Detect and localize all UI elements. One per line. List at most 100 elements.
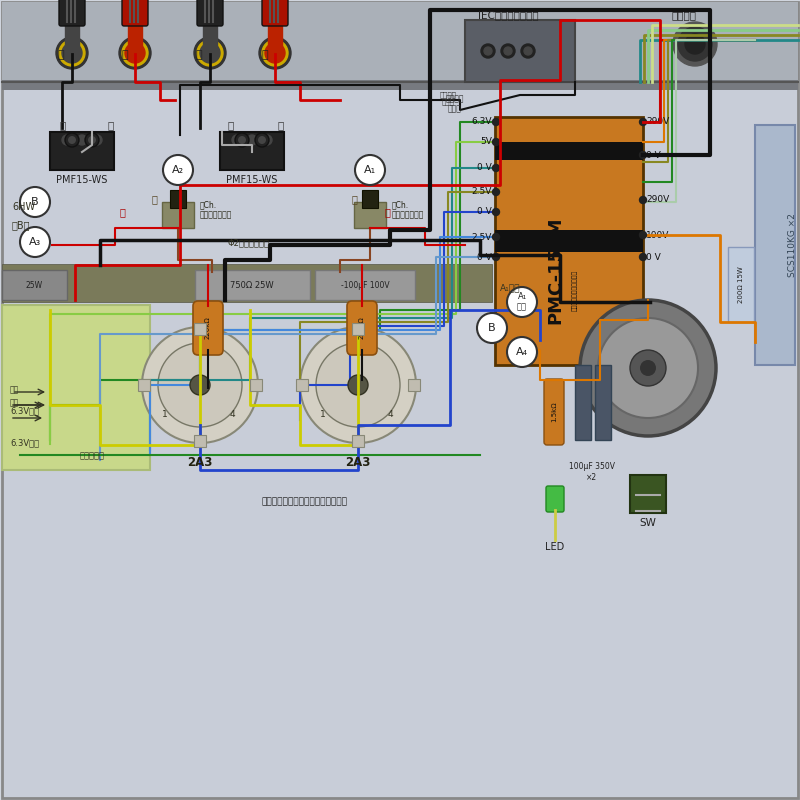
Circle shape: [255, 133, 269, 147]
FancyBboxPatch shape: [546, 486, 564, 512]
Circle shape: [62, 135, 72, 145]
Text: 25W: 25W: [26, 281, 42, 290]
Circle shape: [639, 254, 646, 261]
FancyBboxPatch shape: [193, 301, 223, 355]
Text: （これらの配線はペアごとに撚る）: （これらの配線はペアごとに撚る）: [262, 498, 348, 506]
Text: 100μF 350V
×2: 100μF 350V ×2: [569, 462, 615, 482]
Bar: [408, 379, 420, 391]
Circle shape: [673, 22, 717, 66]
Circle shape: [122, 40, 148, 66]
Circle shape: [493, 234, 499, 241]
Circle shape: [640, 360, 656, 376]
Bar: [495, 142, 643, 160]
Text: 0 V: 0 V: [478, 253, 492, 262]
Bar: [65, 16, 79, 54]
Circle shape: [639, 231, 646, 238]
Text: 0 V: 0 V: [478, 163, 492, 173]
Bar: [296, 379, 308, 391]
Bar: [728, 247, 754, 322]
Bar: [2, 2, 798, 82]
Text: A₂: A₂: [172, 165, 184, 175]
Text: 灰: 灰: [108, 120, 114, 130]
Text: 黒: 黒: [57, 50, 64, 60]
Circle shape: [59, 40, 85, 66]
Text: 茶: 茶: [352, 194, 358, 204]
Text: 赤: 赤: [122, 50, 129, 60]
Circle shape: [481, 44, 495, 58]
Bar: [315, 270, 415, 300]
Text: 赤: 赤: [261, 50, 268, 60]
Text: から: から: [10, 398, 19, 407]
Circle shape: [493, 118, 499, 126]
Circle shape: [232, 135, 242, 145]
Bar: [362, 190, 378, 208]
Text: 6HW: 6HW: [12, 202, 35, 212]
Bar: [352, 435, 364, 447]
Circle shape: [190, 375, 210, 395]
Circle shape: [639, 151, 646, 158]
Circle shape: [125, 43, 145, 63]
Text: 2A3: 2A3: [346, 457, 370, 470]
Circle shape: [639, 197, 646, 203]
Bar: [138, 379, 150, 391]
Circle shape: [501, 44, 515, 58]
Text: A₄: A₄: [516, 347, 528, 357]
Circle shape: [493, 138, 499, 146]
Circle shape: [355, 155, 385, 185]
Circle shape: [493, 254, 499, 261]
Circle shape: [247, 135, 257, 145]
Circle shape: [20, 187, 50, 217]
Circle shape: [484, 47, 492, 55]
Text: 6.3V電源: 6.3V電源: [10, 406, 39, 415]
Text: SCS110KG ×2: SCS110KG ×2: [788, 213, 797, 277]
Circle shape: [685, 34, 705, 54]
Circle shape: [262, 135, 272, 145]
FancyBboxPatch shape: [197, 0, 223, 26]
Bar: [2, 80, 798, 90]
Text: 黒: 黒: [228, 120, 234, 130]
Text: 0 V: 0 V: [478, 207, 492, 217]
Text: 1: 1: [320, 410, 326, 419]
Bar: [128, 16, 142, 54]
Circle shape: [598, 318, 698, 418]
Text: から: から: [10, 385, 19, 394]
Text: IEC電源コネクター: IEC電源コネクター: [478, 10, 538, 20]
Circle shape: [265, 43, 285, 63]
Text: 290V: 290V: [646, 118, 670, 126]
Text: B: B: [488, 323, 496, 333]
Circle shape: [300, 327, 416, 443]
Text: 灰: 灰: [278, 120, 284, 130]
Text: 220kΩ: 220kΩ: [359, 317, 365, 339]
FancyBboxPatch shape: [544, 379, 564, 445]
Bar: [354, 202, 386, 228]
Text: 黒: 黒: [60, 120, 66, 130]
Circle shape: [235, 133, 249, 147]
Text: 黒: 黒: [196, 50, 202, 60]
Bar: [250, 379, 262, 391]
Bar: [268, 16, 282, 54]
Text: 2.5V: 2.5V: [472, 233, 492, 242]
Circle shape: [348, 375, 368, 395]
Text: 0 V: 0 V: [646, 150, 661, 159]
Text: 赤: 赤: [120, 207, 126, 217]
Text: -100μF 100V: -100μF 100V: [341, 281, 390, 290]
Text: 6.3V電源: 6.3V電源: [10, 438, 39, 447]
Circle shape: [521, 44, 535, 58]
Bar: [194, 323, 206, 335]
Text: PMF15-WS: PMF15-WS: [56, 175, 108, 185]
Circle shape: [200, 43, 220, 63]
Bar: [194, 435, 206, 447]
Bar: [465, 20, 575, 82]
Circle shape: [259, 37, 291, 69]
Text: 1: 1: [162, 410, 168, 419]
Text: SW: SW: [639, 518, 657, 528]
Text: 290V: 290V: [646, 195, 670, 205]
Circle shape: [194, 37, 226, 69]
FancyBboxPatch shape: [59, 0, 85, 26]
Bar: [203, 16, 217, 54]
Circle shape: [258, 136, 266, 144]
Circle shape: [493, 209, 499, 215]
Circle shape: [524, 47, 532, 55]
Bar: [2, 264, 492, 302]
Text: 茶: 茶: [152, 194, 158, 204]
